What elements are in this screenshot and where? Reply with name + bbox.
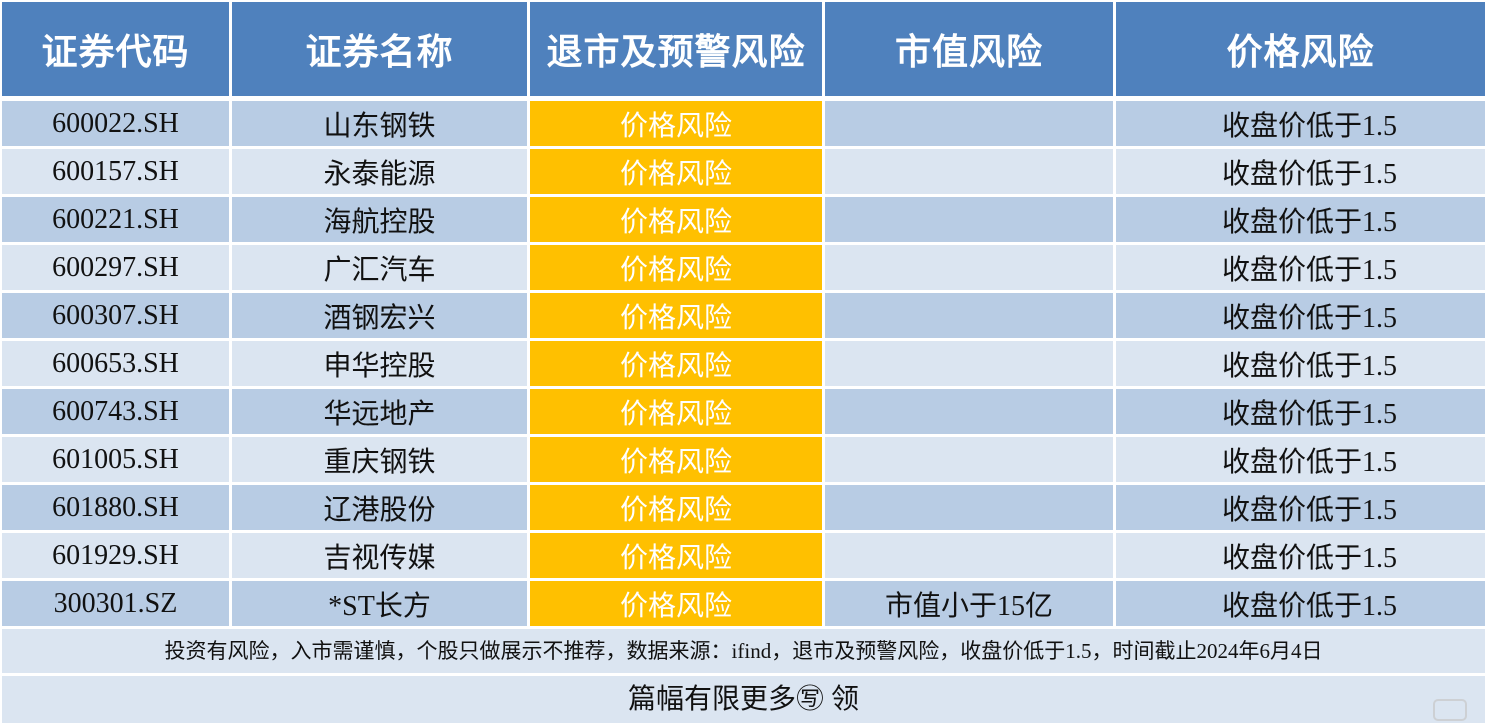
cell-cap-risk <box>825 149 1116 197</box>
more-footer: 篇幅有限更多㊢ 领 <box>2 676 1485 723</box>
cell-cap-risk <box>825 293 1116 341</box>
cell-name: 申华控股 <box>232 341 530 389</box>
cell-delist-risk: 价格风险 <box>530 293 825 341</box>
cell-name: 山东钢铁 <box>232 101 530 149</box>
cell-price-risk: 收盘价低于1.5 <box>1116 197 1485 245</box>
cell-name: 吉视传媒 <box>232 533 530 581</box>
header-name: 证券名称 <box>232 2 530 101</box>
cell-code: 600297.SH <box>2 245 232 293</box>
cell-price-risk: 收盘价低于1.5 <box>1116 293 1485 341</box>
cell-price-risk: 收盘价低于1.5 <box>1116 533 1485 581</box>
table-row: 600022.SH 山东钢铁 价格风险 收盘价低于1.5 <box>2 101 1485 149</box>
cell-name: 重庆钢铁 <box>232 437 530 485</box>
cell-cap-risk <box>825 197 1116 245</box>
cell-cap-risk <box>825 533 1116 581</box>
cell-name: 广汇汽车 <box>232 245 530 293</box>
cell-delist-risk: 价格风险 <box>530 389 825 437</box>
cell-price-risk: 收盘价低于1.5 <box>1116 485 1485 533</box>
cell-cap-risk <box>825 341 1116 389</box>
cell-name: 华远地产 <box>232 389 530 437</box>
cell-cap-risk <box>825 101 1116 149</box>
cell-code: 600307.SH <box>2 293 232 341</box>
cell-price-risk: 收盘价低于1.5 <box>1116 437 1485 485</box>
risk-table: 证券代码 证券名称 退市及预警风险 市值风险 价格风险 600022.SH 山东钢… <box>2 2 1485 629</box>
header-cap-risk: 市值风险 <box>825 2 1116 101</box>
cell-price-risk: 收盘价低于1.5 <box>1116 341 1485 389</box>
table-row: 601880.SH 辽港股份 价格风险 收盘价低于1.5 <box>2 485 1485 533</box>
table-row: 600307.SH 酒钢宏兴 价格风险 收盘价低于1.5 <box>2 293 1485 341</box>
cell-name: 辽港股份 <box>232 485 530 533</box>
cell-price-risk: 收盘价低于1.5 <box>1116 389 1485 437</box>
cell-name: 酒钢宏兴 <box>232 293 530 341</box>
cell-delist-risk: 价格风险 <box>530 101 825 149</box>
table-row: 600297.SH 广汇汽车 价格风险 收盘价低于1.5 <box>2 245 1485 293</box>
cell-code: 601880.SH <box>2 485 232 533</box>
cell-cap-risk <box>825 245 1116 293</box>
table-row: 601005.SH 重庆钢铁 价格风险 收盘价低于1.5 <box>2 437 1485 485</box>
cell-price-risk: 收盘价低于1.5 <box>1116 101 1485 149</box>
header-row: 证券代码 证券名称 退市及预警风险 市值风险 价格风险 <box>2 2 1485 101</box>
cell-code: 600221.SH <box>2 197 232 245</box>
cell-code: 600653.SH <box>2 341 232 389</box>
cell-price-risk: 收盘价低于1.5 <box>1116 245 1485 293</box>
table-row: 601929.SH 吉视传媒 价格风险 收盘价低于1.5 <box>2 533 1485 581</box>
cell-code: 600743.SH <box>2 389 232 437</box>
table-row: 300301.SZ *ST长方 价格风险 市值小于15亿 收盘价低于1.5 <box>2 581 1485 629</box>
table-body: 600022.SH 山东钢铁 价格风险 收盘价低于1.5 600157.SH 永泰能源 价格… <box>2 101 1485 629</box>
header-price-risk: 价格风险 <box>1116 2 1485 101</box>
cell-price-risk: 收盘价低于1.5 <box>1116 149 1485 197</box>
cell-cap-risk: 市值小于15亿 <box>825 581 1116 629</box>
cell-delist-risk: 价格风险 <box>530 485 825 533</box>
cell-delist-risk: 价格风险 <box>530 437 825 485</box>
cell-delist-risk: 价格风险 <box>530 581 825 629</box>
cell-name: *ST长方 <box>232 581 530 629</box>
table-row: 600221.SH 海航控股 价格风险 收盘价低于1.5 <box>2 197 1485 245</box>
cell-cap-risk <box>825 389 1116 437</box>
cell-delist-risk: 价格风险 <box>530 341 825 389</box>
cell-code: 601929.SH <box>2 533 232 581</box>
cell-delist-risk: 价格风险 <box>530 533 825 581</box>
cell-code: 600157.SH <box>2 149 232 197</box>
cell-cap-risk <box>825 437 1116 485</box>
table-row: 600653.SH 申华控股 价格风险 收盘价低于1.5 <box>2 341 1485 389</box>
cell-price-risk: 收盘价低于1.5 <box>1116 581 1485 629</box>
cell-name: 永泰能源 <box>232 149 530 197</box>
watermark-icon <box>1433 699 1467 721</box>
cell-cap-risk <box>825 485 1116 533</box>
cell-delist-risk: 价格风险 <box>530 197 825 245</box>
cell-delist-risk: 价格风险 <box>530 245 825 293</box>
header-delist-risk: 退市及预警风险 <box>530 2 825 101</box>
disclaimer-note: 投资有风险，入市需谨慎，个股只做展示不推荐，数据来源：ifind，退市及预警风险… <box>2 629 1485 673</box>
cell-name: 海航控股 <box>232 197 530 245</box>
cell-code: 600022.SH <box>2 101 232 149</box>
table-row: 600157.SH 永泰能源 价格风险 收盘价低于1.5 <box>2 149 1485 197</box>
cell-code: 601005.SH <box>2 437 232 485</box>
cell-delist-risk: 价格风险 <box>530 149 825 197</box>
header-code: 证券代码 <box>2 2 232 101</box>
table-row: 600743.SH 华远地产 价格风险 收盘价低于1.5 <box>2 389 1485 437</box>
cell-code: 300301.SZ <box>2 581 232 629</box>
